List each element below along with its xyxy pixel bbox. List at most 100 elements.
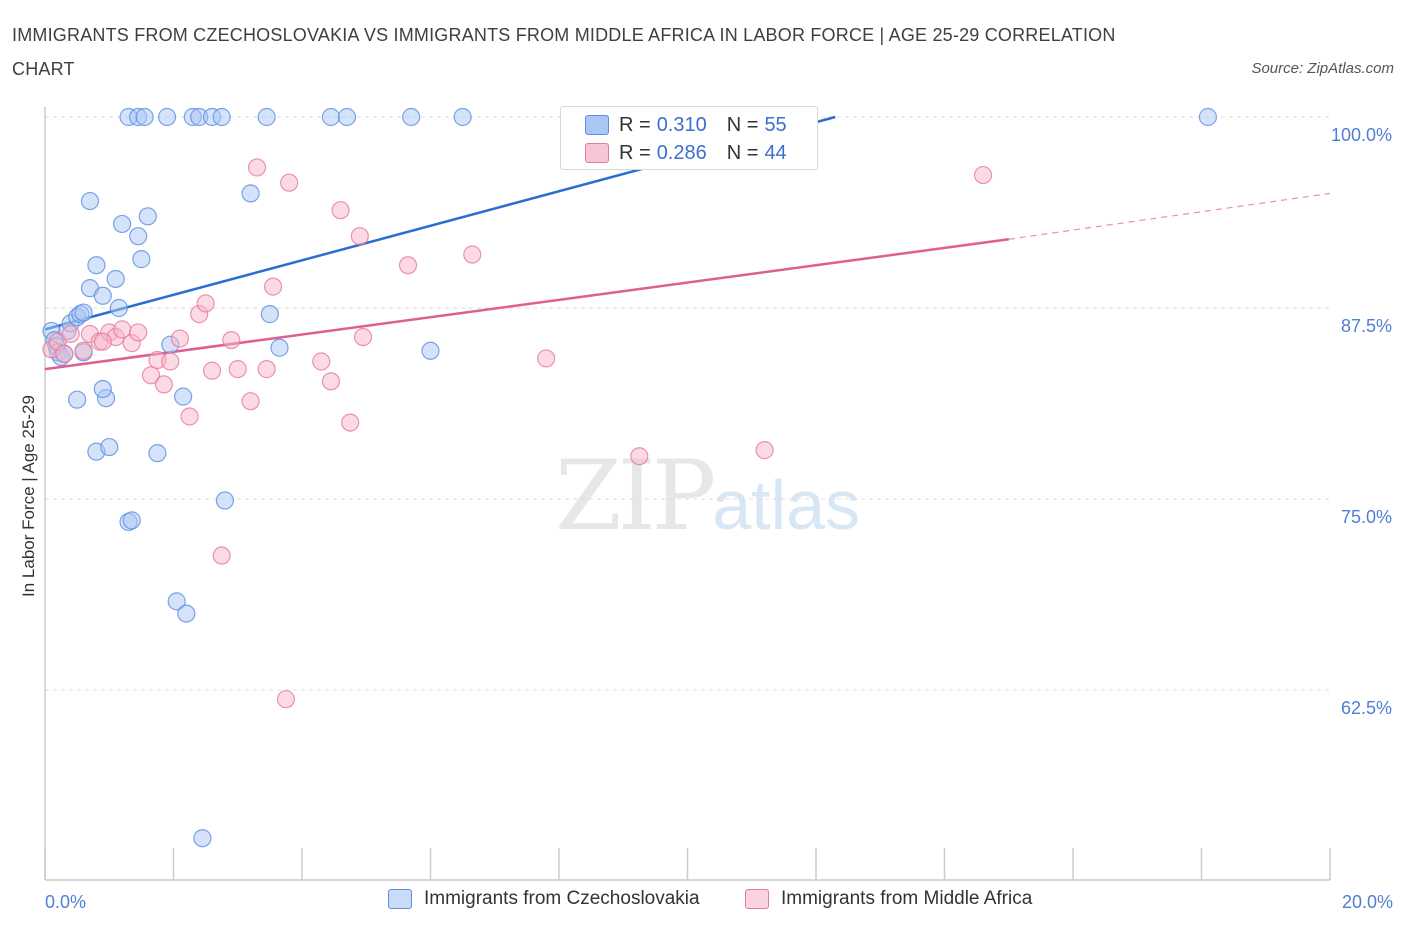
data-point	[212, 546, 231, 565]
data-point	[312, 352, 331, 371]
data-point	[331, 201, 350, 220]
data-point	[138, 207, 157, 226]
legend-swatch-pink	[585, 143, 609, 163]
trend-line-extension	[1008, 192, 1331, 240]
data-point	[106, 269, 125, 289]
x-tick-label: 20.0%	[1342, 892, 1393, 912]
trend-line	[44, 238, 1009, 371]
data-point	[93, 286, 112, 305]
data-point	[1198, 107, 1218, 127]
data-point	[61, 324, 80, 344]
data-point	[55, 344, 74, 363]
data-point	[177, 604, 196, 623]
data-point	[630, 447, 649, 466]
data-point	[112, 214, 132, 234]
data-point	[453, 107, 472, 127]
y-tick-label: 75.0%	[1341, 507, 1392, 527]
data-point	[174, 387, 193, 406]
series-legend-czechoslovakia: Immigrants from Czechoslovakia	[388, 888, 700, 910]
data-point	[93, 379, 112, 399]
legend-row-middle-africa: R = 0.286 N = 44	[585, 139, 787, 167]
series-legend-middle-africa: Immigrants from Middle Africa	[745, 888, 1032, 910]
data-point	[215, 491, 234, 510]
series-swatch-blue	[388, 889, 412, 909]
data-point	[100, 437, 119, 457]
data-point	[537, 349, 556, 368]
stats-legend: R = 0.310 N = 55 R = 0.286 N = 44	[560, 106, 818, 170]
data-point	[180, 407, 199, 426]
data-point	[196, 294, 215, 313]
data-point	[257, 107, 276, 127]
data-point	[421, 341, 440, 360]
data-point	[161, 352, 180, 371]
data-point	[257, 360, 276, 379]
legend-r-label: R =	[619, 113, 651, 136]
y-tick-label: 62.5%	[1341, 698, 1392, 718]
data-point	[241, 184, 260, 203]
data-point	[109, 298, 128, 318]
series-legend-label: Immigrants from Czechoslovakia	[424, 888, 700, 909]
data-point	[129, 323, 148, 342]
y-tick-label: 87.5%	[1341, 316, 1392, 336]
data-point	[755, 441, 774, 460]
data-point	[148, 444, 167, 463]
legend-swatch-blue	[585, 115, 609, 135]
data-point	[973, 165, 993, 185]
legend-n-label: N =	[726, 113, 759, 136]
legend-n-label: N =	[726, 141, 759, 164]
x-tick-label: 0.0%	[45, 892, 86, 912]
data-point	[337, 107, 357, 127]
axis-labels: 100.0% 87.5% 75.0% 62.5% 0.0% 20.0% In Labor F…	[19, 125, 1393, 912]
data-point	[93, 332, 112, 351]
data-point	[341, 413, 360, 432]
watermark-atlas: atlas	[712, 466, 861, 544]
data-point	[157, 107, 177, 127]
axes	[44, 107, 1331, 881]
data-point	[398, 256, 418, 275]
data-point	[74, 303, 93, 322]
data-point	[247, 158, 267, 177]
data-point	[228, 360, 247, 379]
data-point	[321, 107, 341, 127]
data-point	[135, 107, 154, 127]
data-point	[132, 250, 151, 269]
legend-n-value: 44	[764, 141, 787, 164]
data-point	[170, 329, 190, 348]
data-point	[74, 341, 93, 360]
data-point	[222, 330, 241, 350]
chart-title: IMMIGRANTS FROM CZECHOSLOVAKIA VS IMMIGR…	[12, 25, 1116, 79]
data-point	[276, 690, 296, 709]
data-point	[154, 375, 173, 394]
data-point	[321, 372, 341, 391]
data-points	[42, 107, 1218, 848]
series-swatch-pink	[745, 889, 769, 909]
data-point	[212, 107, 231, 127]
legend-r-label: R =	[619, 141, 651, 164]
series-czechoslovakia	[42, 107, 1218, 848]
data-point	[80, 191, 100, 211]
legend-r-value: 0.286	[656, 141, 707, 164]
data-point	[122, 511, 141, 530]
legend-r-value: 0.310	[656, 113, 707, 136]
data-point	[463, 245, 482, 264]
legend-row-czechoslovakia: R = 0.310 N = 55	[585, 111, 787, 139]
data-point	[87, 256, 106, 275]
legend-n-value: 55	[764, 113, 787, 136]
data-point	[350, 227, 369, 246]
data-point	[260, 305, 279, 324]
data-point	[202, 361, 222, 380]
data-point	[280, 173, 299, 192]
data-point	[402, 107, 421, 127]
grid-lines	[45, 116, 1330, 691]
series-legend-label: Immigrants from Middle Africa	[781, 888, 1033, 909]
data-point	[141, 366, 161, 385]
data-point	[167, 592, 186, 611]
y-tick-label: 100.0%	[1331, 125, 1392, 145]
data-point	[270, 338, 289, 357]
data-point	[263, 277, 283, 296]
data-point	[129, 227, 148, 246]
data-point	[241, 392, 260, 411]
data-point	[353, 327, 373, 347]
data-point	[193, 829, 212, 848]
y-axis-label: In Labor Force | Age 25-29	[19, 395, 38, 597]
